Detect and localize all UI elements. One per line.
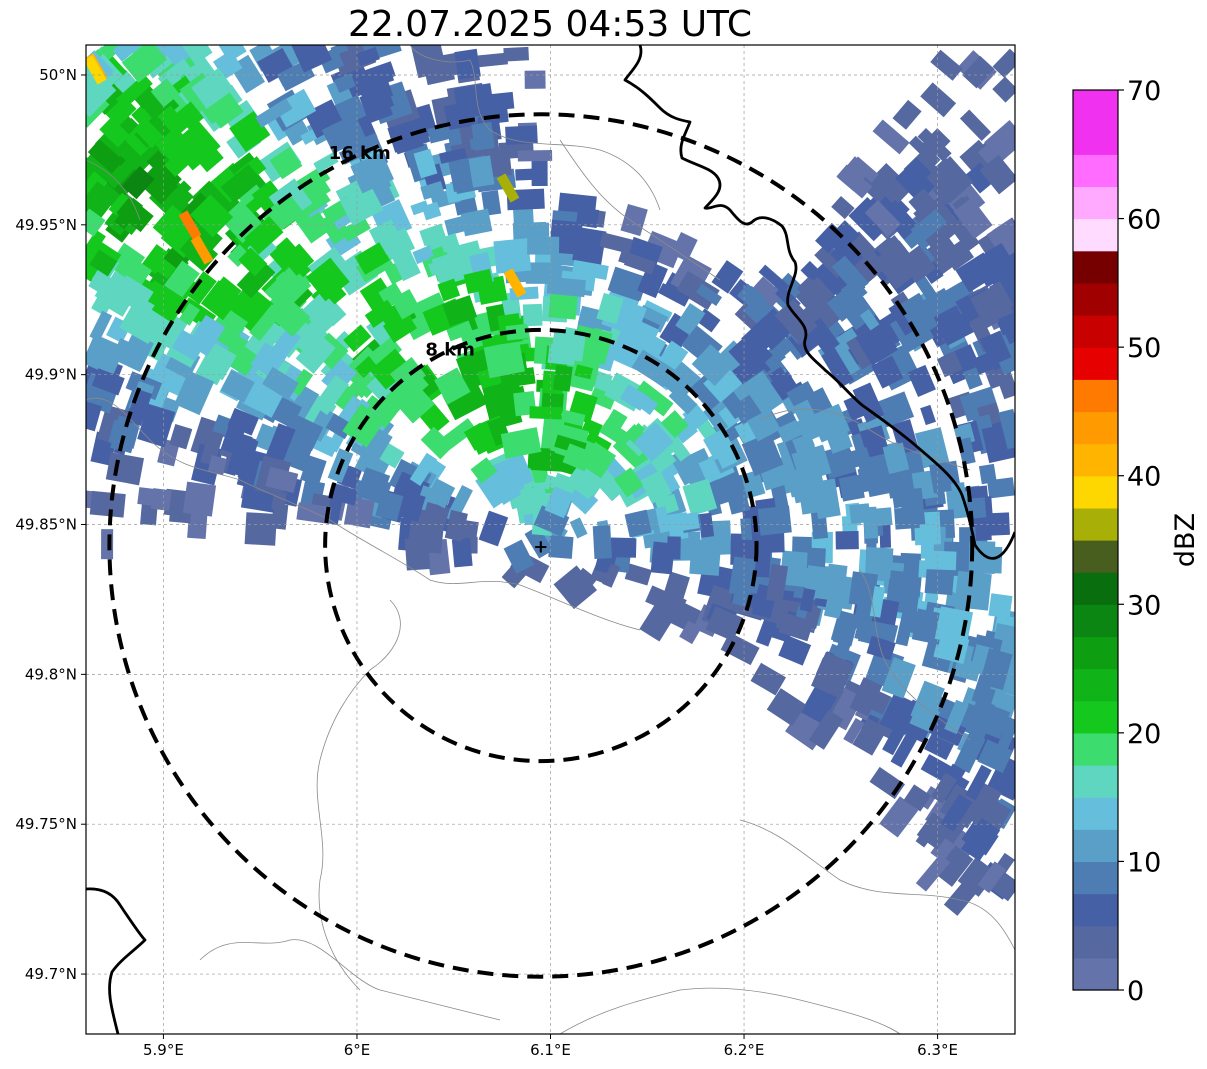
colorbar-segment <box>1073 700 1118 734</box>
lat-tick-label: 49.95°N <box>15 216 77 234</box>
colorbar-segment <box>1073 411 1118 445</box>
lon-tick-label: 6.1°E <box>530 1041 571 1059</box>
lon-tick-label: 6.2°E <box>724 1041 765 1059</box>
colorbar-tick-label: 0 <box>1127 976 1144 1007</box>
colorbar: 0 10 20 30 40 50 60 70 dBZ <box>1072 76 1201 1007</box>
colorbar-segment <box>1073 893 1118 927</box>
colorbar-segment <box>1073 90 1118 123</box>
colorbar-segment <box>1073 507 1118 541</box>
lat-tick-label: 49.7°N <box>25 965 77 983</box>
lon-tick-label: 6.3°E <box>917 1041 958 1059</box>
range-ring-label: 8 km <box>425 339 475 360</box>
lat-tick-label: 50°N <box>39 66 77 84</box>
colorbar-segment <box>1073 957 1118 991</box>
colorbar-segment <box>1073 604 1118 638</box>
lat-tick-label: 49.85°N <box>15 516 77 534</box>
range-rings <box>107 112 975 979</box>
colorbar-segment <box>1073 668 1118 702</box>
colorbar-segment <box>1073 636 1118 670</box>
colorbar-segment <box>1073 282 1118 316</box>
map-title: 22.07.2025 04:53 UTC <box>347 4 753 45</box>
colorbar-tick-label: 10 <box>1127 847 1161 878</box>
colorbar-tick-label: 50 <box>1127 333 1161 364</box>
range-ring-label: 16 km <box>329 143 391 164</box>
colorbar-segment <box>1073 250 1118 284</box>
colorbar-segment <box>1073 925 1118 959</box>
colorbar-segment <box>1073 540 1118 573</box>
colorbar-tick-label: 40 <box>1127 462 1161 493</box>
colorbar-label: dBZ <box>1170 513 1201 567</box>
colorbar-segment <box>1073 443 1118 477</box>
lon-tick-label: 6°E <box>344 1041 371 1059</box>
colorbar-segment <box>1073 861 1118 895</box>
map-gridlines <box>86 45 1015 1034</box>
colorbar-segment <box>1073 829 1118 863</box>
municipal-boundaries <box>86 45 1015 1034</box>
lon-tick-label: 5.9°E <box>143 1041 184 1059</box>
colorbar-segment <box>1073 315 1118 348</box>
colorbar-segment <box>1073 218 1118 252</box>
lat-tick-label: 49.8°N <box>25 665 77 683</box>
colorbar-segment <box>1073 572 1118 605</box>
colorbar-segment <box>1073 797 1118 830</box>
colorbar-frame <box>1072 89 1119 991</box>
colorbar-tick-label: 20 <box>1127 719 1161 750</box>
colorbar-tick-label: 60 <box>1127 205 1161 236</box>
colorbar-tick-label: 70 <box>1127 76 1161 107</box>
colorbar-segment <box>1073 765 1118 798</box>
range-ring-16km <box>107 112 975 979</box>
lat-tick-label: 49.9°N <box>25 366 77 384</box>
colorbar-segment <box>1073 732 1118 766</box>
reflectivity-echo-layer <box>86 45 1015 916</box>
axis-tick-labels: 5.9°E 6°E 6.1°E 6.2°E 6.3°E 50°N 49.95°N 49.9°N… <box>15 66 958 1059</box>
map-area[interactable]: + 8 km 16 km <box>68 26 1030 1035</box>
colorbar-segment <box>1073 186 1118 220</box>
colorbar-tick-label: 30 <box>1127 590 1161 621</box>
radar-site-marker: + <box>533 537 548 558</box>
colorbar-segment <box>1073 379 1118 413</box>
colorbar-segment <box>1073 347 1118 380</box>
lat-tick-label: 49.75°N <box>15 815 77 833</box>
colorbar-segment <box>1073 122 1118 155</box>
range-ring-8km <box>323 327 759 764</box>
colorbar-segment <box>1073 475 1118 509</box>
colorbar-segment <box>1073 154 1118 188</box>
national-borders <box>86 45 1015 1034</box>
